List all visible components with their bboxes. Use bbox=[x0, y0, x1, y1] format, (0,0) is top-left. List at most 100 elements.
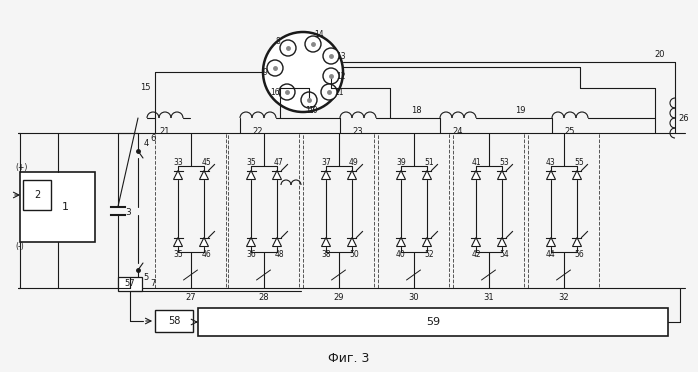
Polygon shape bbox=[200, 170, 209, 180]
Text: 49: 49 bbox=[349, 158, 359, 167]
Bar bbox=[155, 133, 226, 288]
Text: 21: 21 bbox=[160, 126, 170, 135]
Text: 42: 42 bbox=[471, 250, 481, 259]
Text: 58: 58 bbox=[168, 316, 180, 326]
Text: 43: 43 bbox=[546, 158, 556, 167]
Bar bbox=[155, 310, 193, 332]
Text: 36: 36 bbox=[246, 250, 256, 259]
Polygon shape bbox=[498, 170, 507, 180]
Text: 18: 18 bbox=[410, 106, 422, 115]
Text: 10: 10 bbox=[309, 106, 318, 115]
Text: 52: 52 bbox=[424, 250, 434, 259]
Polygon shape bbox=[422, 170, 431, 180]
Polygon shape bbox=[200, 237, 209, 247]
Text: 48: 48 bbox=[274, 250, 284, 259]
Bar bbox=[198, 308, 668, 336]
Text: 35: 35 bbox=[246, 158, 256, 167]
Polygon shape bbox=[174, 237, 182, 247]
Text: 29: 29 bbox=[333, 294, 343, 302]
Bar bbox=[118, 277, 142, 291]
Bar bbox=[378, 133, 449, 288]
Text: 2: 2 bbox=[34, 190, 40, 200]
Text: 32: 32 bbox=[558, 294, 569, 302]
Text: 7: 7 bbox=[150, 279, 156, 288]
Polygon shape bbox=[174, 170, 182, 180]
Polygon shape bbox=[498, 237, 507, 247]
Text: 4: 4 bbox=[143, 138, 149, 148]
Circle shape bbox=[321, 84, 337, 100]
Text: 33: 33 bbox=[173, 158, 183, 167]
Polygon shape bbox=[472, 237, 480, 247]
Circle shape bbox=[323, 68, 339, 84]
Polygon shape bbox=[322, 170, 330, 180]
Text: (+): (+) bbox=[15, 163, 27, 171]
Text: 8: 8 bbox=[276, 36, 281, 45]
Polygon shape bbox=[246, 237, 255, 247]
Polygon shape bbox=[547, 170, 556, 180]
Text: 13: 13 bbox=[336, 51, 346, 61]
Polygon shape bbox=[396, 170, 406, 180]
Text: 54: 54 bbox=[499, 250, 509, 259]
Circle shape bbox=[280, 40, 296, 56]
Text: 31: 31 bbox=[483, 294, 493, 302]
Text: 5: 5 bbox=[143, 273, 149, 282]
Text: 3: 3 bbox=[125, 208, 131, 217]
Polygon shape bbox=[422, 237, 431, 247]
Polygon shape bbox=[272, 237, 281, 247]
Bar bbox=[528, 133, 599, 288]
Text: 50: 50 bbox=[349, 250, 359, 259]
Text: 44: 44 bbox=[546, 250, 556, 259]
Text: 38: 38 bbox=[321, 250, 331, 259]
Text: 39: 39 bbox=[396, 158, 406, 167]
Text: 14: 14 bbox=[314, 29, 324, 38]
Text: 23: 23 bbox=[352, 126, 364, 135]
Bar bbox=[303, 133, 374, 288]
Text: 6: 6 bbox=[150, 134, 156, 142]
Text: 27: 27 bbox=[185, 294, 196, 302]
Text: 53: 53 bbox=[499, 158, 509, 167]
Polygon shape bbox=[572, 170, 581, 180]
Polygon shape bbox=[472, 170, 480, 180]
Text: 1: 1 bbox=[61, 202, 68, 212]
Text: 16: 16 bbox=[270, 87, 280, 96]
Text: 45: 45 bbox=[201, 158, 211, 167]
Text: 9: 9 bbox=[262, 67, 267, 77]
Polygon shape bbox=[348, 170, 357, 180]
Text: 57: 57 bbox=[125, 279, 135, 289]
Text: 37: 37 bbox=[321, 158, 331, 167]
Text: 28: 28 bbox=[258, 294, 269, 302]
Text: 19: 19 bbox=[514, 106, 526, 115]
Polygon shape bbox=[572, 237, 581, 247]
Bar bbox=[228, 133, 299, 288]
Polygon shape bbox=[246, 170, 255, 180]
Polygon shape bbox=[322, 237, 330, 247]
Polygon shape bbox=[348, 237, 357, 247]
Bar bbox=[20, 172, 95, 242]
Circle shape bbox=[267, 60, 283, 76]
Polygon shape bbox=[547, 237, 556, 247]
Text: 59: 59 bbox=[426, 317, 440, 327]
Text: 22: 22 bbox=[253, 126, 263, 135]
Text: 15: 15 bbox=[140, 83, 150, 92]
Circle shape bbox=[305, 36, 321, 52]
Text: 20: 20 bbox=[655, 49, 665, 58]
Text: 41: 41 bbox=[471, 158, 481, 167]
Polygon shape bbox=[272, 170, 281, 180]
Circle shape bbox=[263, 32, 343, 112]
Text: (-): (-) bbox=[15, 243, 24, 251]
Bar bbox=[23, 180, 51, 210]
Polygon shape bbox=[396, 237, 406, 247]
Bar bbox=[453, 133, 524, 288]
Text: 35: 35 bbox=[173, 250, 183, 259]
Text: 40: 40 bbox=[396, 250, 406, 259]
Text: 26: 26 bbox=[678, 113, 690, 122]
Circle shape bbox=[279, 84, 295, 100]
Text: 12: 12 bbox=[336, 71, 346, 80]
Text: 47: 47 bbox=[274, 158, 284, 167]
Text: 25: 25 bbox=[565, 126, 575, 135]
Circle shape bbox=[323, 48, 339, 64]
Text: 55: 55 bbox=[574, 158, 584, 167]
Text: Фиг. 3: Фиг. 3 bbox=[328, 352, 370, 365]
Text: 30: 30 bbox=[408, 294, 419, 302]
Text: 11: 11 bbox=[334, 87, 343, 96]
